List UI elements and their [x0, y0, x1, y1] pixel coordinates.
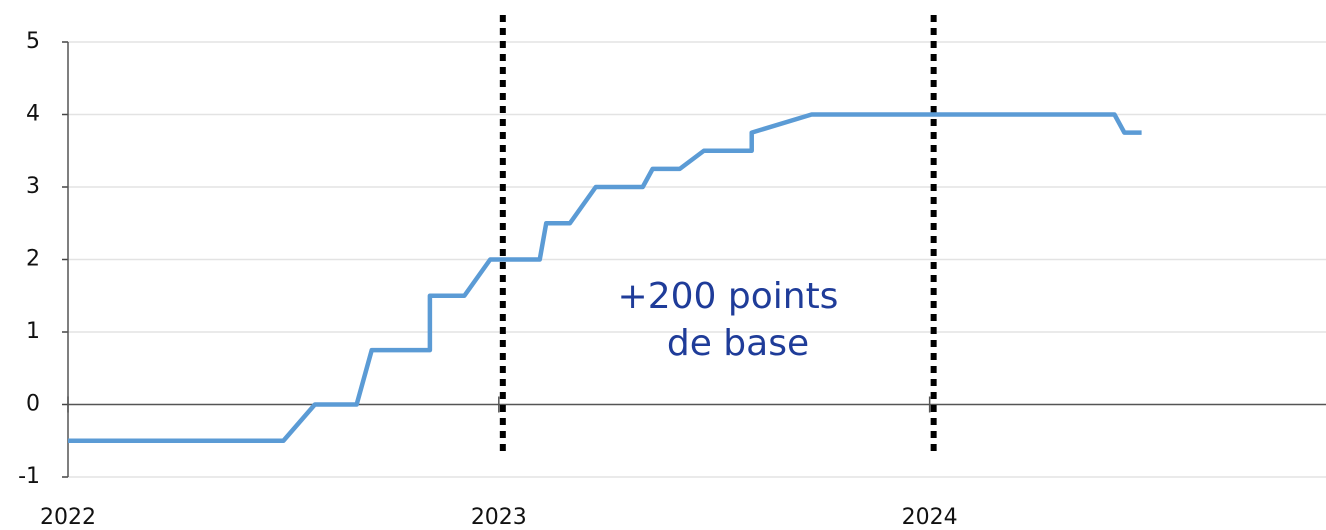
x-tick-label: 2022 — [40, 505, 96, 530]
x-tick-label: 2023 — [471, 505, 527, 530]
y-tick-label: 1 — [26, 319, 40, 344]
y-tick-label: 4 — [26, 102, 40, 127]
y-tick-label: 2 — [26, 247, 40, 272]
y-tick-label: 0 — [26, 392, 40, 417]
annotation: de base — [667, 323, 809, 364]
y-tick-label: -1 — [18, 464, 40, 489]
y-tick-label: 5 — [26, 29, 40, 54]
annotation: +200 points — [618, 276, 839, 317]
line — [68, 112, 1142, 443]
x-tick-label: 2024 — [902, 505, 958, 530]
y-tick-label: 3 — [26, 174, 40, 199]
